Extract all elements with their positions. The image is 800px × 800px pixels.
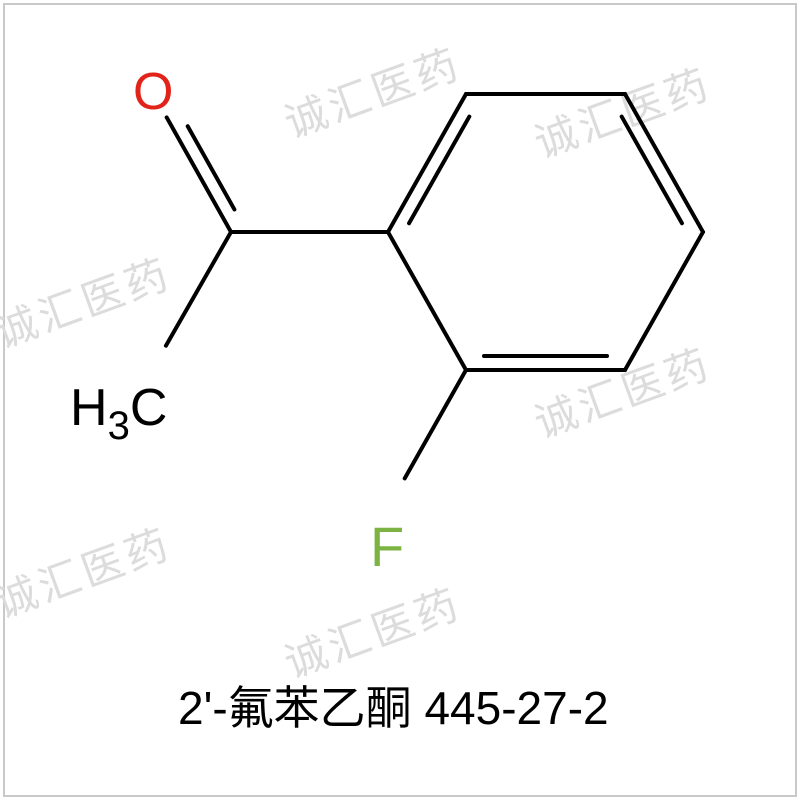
atom-label-h3c: H3C — [70, 378, 167, 438]
atom-label-o: O — [133, 62, 173, 122]
compound-caption: 2'-氟苯乙酮 445-27-2 — [178, 672, 609, 738]
atom-label-f: F — [370, 514, 404, 579]
molecule-canvas: 诚汇医药诚汇医药诚汇医药诚汇医药诚汇医药诚汇医药 OFH3C 2'-氟苯乙酮 4… — [0, 0, 800, 800]
